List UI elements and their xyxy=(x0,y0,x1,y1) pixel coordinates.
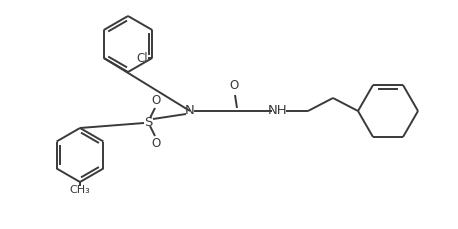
Text: O: O xyxy=(229,79,239,92)
Text: Cl: Cl xyxy=(136,52,148,65)
Text: N: N xyxy=(185,104,195,117)
Text: O: O xyxy=(152,94,161,107)
Text: O: O xyxy=(152,137,161,150)
Text: CH₃: CH₃ xyxy=(70,185,90,195)
Text: S: S xyxy=(144,115,152,128)
Text: NH: NH xyxy=(268,104,288,117)
